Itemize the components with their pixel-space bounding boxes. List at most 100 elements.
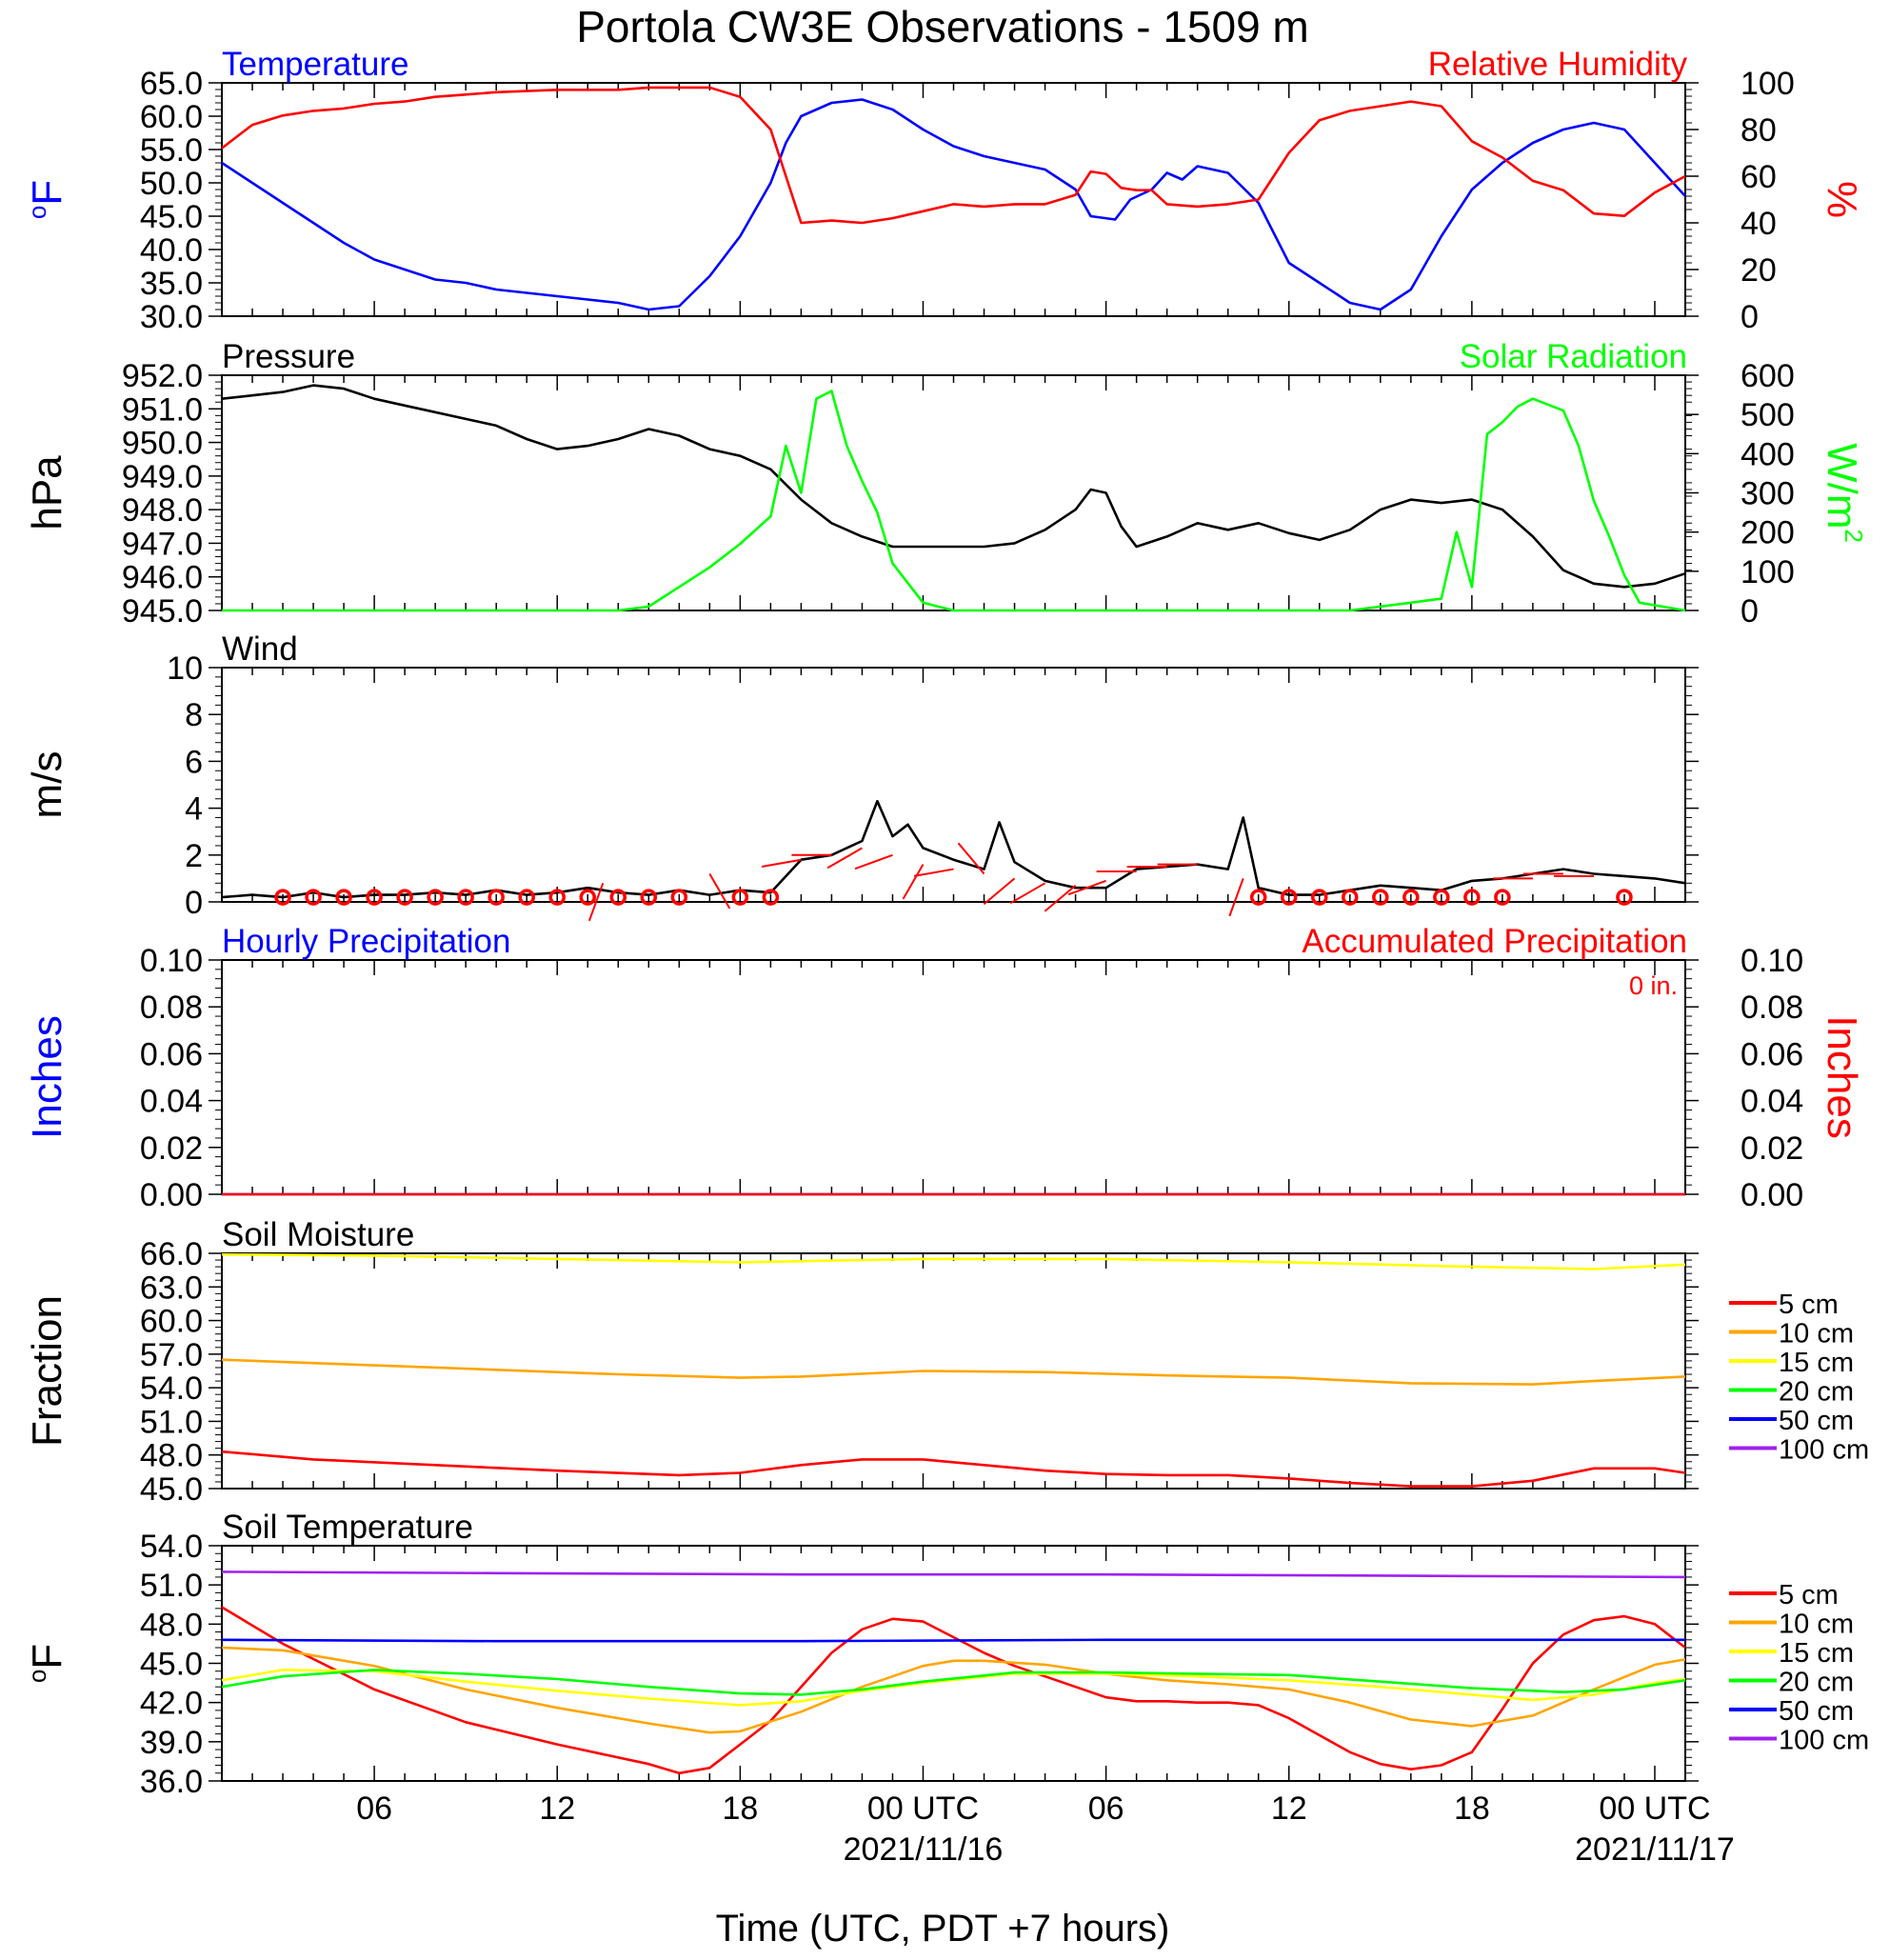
calm-wind-marker	[1403, 889, 1420, 906]
calm-wind-marker	[518, 889, 535, 906]
x-axis-label: Time (UTC, PDT +7 hours)	[716, 1908, 1170, 1950]
y-axis-label: oF	[23, 180, 70, 219]
y-tick-label: 55.0	[140, 132, 203, 169]
x-date-label: 2021/11/17	[1575, 1831, 1735, 1868]
y2-tick-label: 400	[1741, 436, 1795, 472]
x-tick-label: 00 UTC	[867, 1790, 979, 1827]
legend-label: 20 cm	[1779, 1668, 1854, 1698]
y-tick-label: 30.0	[140, 299, 203, 335]
series-line-5-cm	[221, 1450, 1686, 1488]
y-tick-label: 0.06	[140, 1036, 203, 1072]
y2-tick-label: 0.04	[1741, 1084, 1803, 1120]
y-tick-label: 42.0	[140, 1686, 203, 1722]
y-tick-label: 51.0	[140, 1568, 203, 1604]
series-line-100-cm	[221, 1570, 1686, 1579]
x-tick-label: 06	[1088, 1790, 1124, 1827]
y-tick-label: 60.0	[140, 99, 203, 135]
calm-wind-marker	[1280, 889, 1298, 906]
wind-barb	[957, 842, 985, 875]
calm-wind-marker	[731, 889, 749, 906]
y2-tick-label: 0	[1741, 299, 1759, 335]
calm-wind-marker	[1433, 889, 1450, 906]
y-tick-label: 35.0	[140, 266, 203, 302]
legend-label: 10 cm	[1779, 1610, 1854, 1640]
y-axis-label: m/s	[24, 751, 70, 819]
wind-barb	[1044, 885, 1077, 912]
calm-wind-marker	[762, 889, 780, 906]
calm-wind-marker	[396, 889, 413, 906]
y2-tick-label: 80	[1741, 112, 1777, 149]
y-tick-label: 948.0	[122, 492, 203, 529]
plot-frame	[221, 959, 1686, 1195]
y-tick-label: 0.10	[140, 943, 203, 979]
panel-title-left: Soil Moisture	[222, 1216, 414, 1253]
calm-wind-marker	[487, 889, 505, 906]
calm-wind-marker	[457, 889, 474, 906]
wind-barb	[1009, 882, 1046, 905]
x-tick-labels: 06 12 18 00 UTC 2021/11/16 06 12 18 00 UTC 2021/1…	[356, 1790, 1735, 1868]
series-line-50-cm	[221, 1638, 1685, 1643]
y2-tick-label: 100	[1741, 554, 1795, 590]
y2-tick-label: 100	[1741, 66, 1795, 102]
y2-tick-label: 500	[1741, 397, 1795, 433]
panel-pressure_solar: 952.0951.0950.0949.0948.0947.0946.0945.0…	[24, 338, 1868, 630]
legend-label: 100 cm	[1779, 1726, 1869, 1756]
x-tick-label: 12	[1271, 1790, 1307, 1827]
y2-tick-label: 200	[1741, 515, 1795, 551]
y-tick-label: 947.0	[122, 526, 203, 562]
y-tick-label: 2	[185, 838, 203, 874]
panel-soil_moisture: 66.063.060.057.054.051.048.045.0 Soil Moi…	[24, 1216, 1869, 1508]
y2-axis-label: W/m2	[1819, 443, 1868, 543]
y-tick-label: 54.0	[140, 1370, 203, 1407]
wind-barb	[826, 847, 863, 870]
calm-wind-marker	[1372, 889, 1389, 906]
calm-wind-marker	[579, 889, 596, 906]
y-tick-label: 946.0	[122, 560, 203, 596]
y-tick-label: 63.0	[140, 1270, 203, 1306]
y-tick-label: 4	[185, 791, 203, 828]
calm-wind-marker	[670, 889, 688, 906]
wind-barb	[761, 858, 802, 868]
legend-label: 5 cm	[1779, 1580, 1839, 1610]
y-tick-label: 54.0	[140, 1529, 203, 1565]
y2-tick-label: 20	[1741, 252, 1777, 289]
x-date-label: 2021/11/16	[844, 1831, 1004, 1868]
legend-label: 5 cm	[1779, 1290, 1839, 1320]
y2-tick-label: 0	[1741, 593, 1759, 630]
y-tick-label: 57.0	[140, 1337, 203, 1373]
legend-label: 50 cm	[1779, 1696, 1854, 1727]
plot-frame	[221, 374, 1686, 611]
legend-label: 20 cm	[1779, 1377, 1854, 1408]
wind-barb	[587, 882, 605, 922]
calm-wind-marker	[427, 889, 444, 906]
y-tick-label: 45.0	[140, 199, 203, 235]
x-tick-label: 06	[356, 1790, 392, 1827]
panel-temperature_humidity: 65.060.055.050.045.040.035.030.0 100 80 60 4…	[23, 46, 1865, 335]
calm-wind-marker	[1494, 889, 1511, 906]
y-tick-label: 48.0	[140, 1438, 203, 1474]
calm-wind-marker	[366, 889, 383, 906]
wind-barb	[902, 864, 925, 900]
y-tick-label: 8	[185, 697, 203, 733]
calm-wind-marker	[1463, 889, 1481, 906]
calm-wind-marker	[609, 889, 627, 906]
calm-wind-marker	[335, 889, 352, 906]
series-line-wind	[221, 799, 1686, 899]
y-tick-label: 50.0	[140, 166, 203, 202]
y-tick-label: 949.0	[122, 459, 203, 495]
legend-label: 50 cm	[1779, 1406, 1854, 1436]
wind-barb	[1228, 878, 1244, 917]
panel-title-right: Solar Radiation	[1460, 338, 1687, 375]
panel-title-left: Pressure	[222, 338, 355, 375]
panel-title-right: Relative Humidity	[1428, 46, 1688, 83]
y-axis-label: Fraction	[24, 1295, 70, 1447]
y2-axis-label: Inches	[1819, 1015, 1865, 1139]
calm-wind-marker	[274, 889, 291, 906]
y-tick-label: 45.0	[140, 1471, 203, 1508]
panel-title-right: Accumulated Precipitation	[1302, 923, 1687, 960]
panel-title-left: Temperature	[222, 46, 408, 83]
y2-axis-label: %	[1819, 181, 1865, 218]
